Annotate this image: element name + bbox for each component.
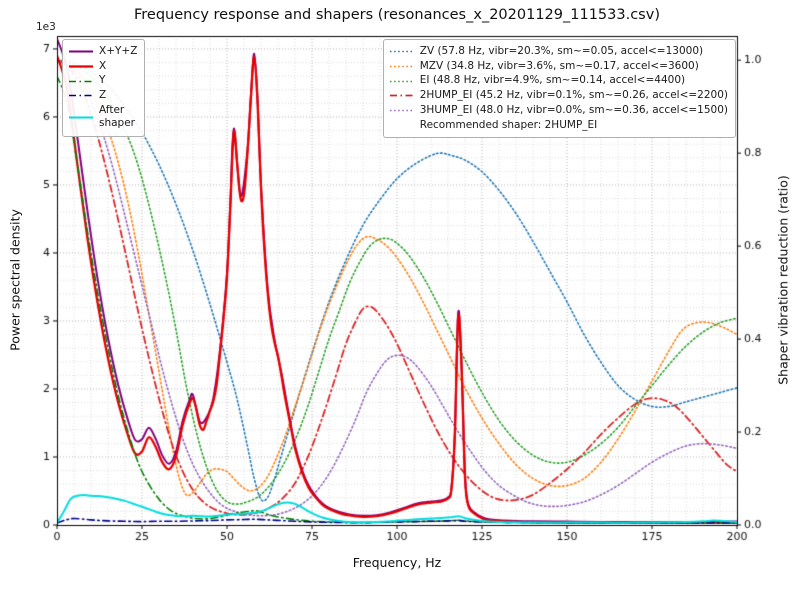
legend-item-zv: ZV (57.8 Hz, vibr=20.3%, sm~=0.05, accel… [389,45,728,59]
legend-label: 3HUMP_EI (48.0 Hz, vibr=0.0%, sm~=0.36, … [419,103,728,116]
recommended-shaper-note: Recommended shaper: 2HUMP_EI [419,119,598,132]
x-axis-label: Frequency, Hz [352,555,442,570]
z-legend-line [69,94,93,97]
shaper-legend: ZV (57.8 Hz, vibr=20.3%, sm~=0.05, accel… [382,39,736,138]
legend-item-2hump-ei: 2HUMP_EI (45.2 Hz, vibr=0.1%, sm~=0.26, … [389,89,728,103]
y-axis-offset-text: 1e3 [36,21,56,33]
legend-item-y: Y [68,74,137,88]
2hump-ei-legend-line [389,94,414,97]
legend-label: 2HUMP_EI (45.2 Hz, vibr=0.1%, sm~=0.26, … [419,88,728,101]
legend-label: MZV (34.8 Hz, vibr=3.6%, sm~=0.17, accel… [419,59,699,72]
xyz-legend-line [69,50,93,53]
ei-legend-line [389,80,414,82]
legend-item-z: Z [68,89,137,103]
after-shaper-legend-line [69,116,93,119]
3hump-ei-legend-line [389,109,414,112]
legend-item-after-shaper: After shaper [68,104,137,131]
legend-label: Z [99,88,107,101]
psd-legend: X+Y+Z X Y Z After shaper [62,39,146,137]
legend-label: X+Y+Z [99,45,138,57]
y-legend-line [69,80,93,82]
legend-label: ZV (57.8 Hz, vibr=20.3%, sm~=0.05, accel… [419,45,704,57]
zv-legend-line [389,51,414,53]
legend-item-mzv: MZV (34.8 Hz, vibr=3.6%, sm~=0.17, accel… [389,60,728,74]
legend-item-x: X [68,60,137,74]
legend-label: EI (48.8 Hz, vibr=4.9%, sm~=0.14, accel<… [419,74,686,87]
x-legend-line [69,65,93,68]
y-axis-right-label: Shaper vibration reduction (ratio) [775,175,791,385]
mzv-legend-line [389,65,414,68]
legend-label: Y [99,74,106,87]
legend-item-ei: EI (48.8 Hz, vibr=4.9%, sm~=0.14, accel<… [389,74,728,88]
legend-item-xyz: X+Y+Z [68,45,137,59]
y-axis-left-label: Power spectral density [7,209,23,351]
legend-label: After shaper [99,103,136,130]
legend-label: X [99,59,107,72]
chart-title: Frequency response and shapers (resonanc… [134,7,660,23]
legend-item-3hump-ei: 3HUMP_EI (48.0 Hz, vibr=0.0%, sm~=0.36, … [389,104,728,118]
